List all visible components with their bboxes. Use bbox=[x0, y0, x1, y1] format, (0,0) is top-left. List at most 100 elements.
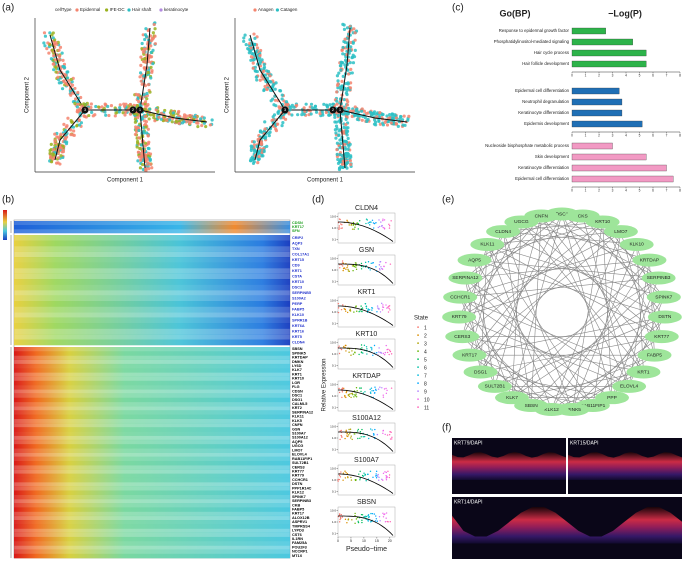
y-tick-label: 1.0 bbox=[332, 352, 337, 356]
cell-dot bbox=[344, 470, 346, 472]
cell-dot bbox=[359, 437, 361, 440]
cell-dot bbox=[154, 108, 158, 112]
cell-dot bbox=[382, 432, 384, 435]
cell-dot bbox=[340, 434, 342, 437]
cell-dot bbox=[340, 48, 344, 52]
cell-dot bbox=[265, 76, 269, 80]
cell-dot bbox=[373, 344, 376, 347]
heatmap-row bbox=[14, 414, 290, 420]
y-tick-label: 0.1 bbox=[332, 447, 337, 451]
edge bbox=[494, 277, 659, 387]
cell-dot bbox=[252, 32, 256, 36]
cell-dot bbox=[388, 474, 391, 476]
cell-dot bbox=[337, 302, 340, 305]
x-tick-label: 4 bbox=[625, 133, 627, 137]
cell-dot bbox=[341, 45, 345, 50]
cell-dot bbox=[140, 154, 145, 159]
go-term: Neutrophil degranulation bbox=[522, 99, 569, 104]
cell-dot bbox=[388, 353, 390, 356]
node-label: CCHCR1 bbox=[450, 294, 470, 300]
cell-dot bbox=[356, 114, 360, 118]
cell-dot bbox=[373, 513, 376, 515]
cell-dot bbox=[378, 225, 381, 228]
edge bbox=[469, 215, 583, 356]
cell-dot bbox=[339, 157, 343, 161]
cell-dot bbox=[349, 432, 351, 435]
cell-dot bbox=[251, 66, 255, 70]
cell-dot bbox=[165, 118, 169, 122]
network-node bbox=[626, 365, 661, 379]
trajectory-plot: 3 12 Component 1 Component 2 Anagen Catagen bbox=[225, 7, 415, 184]
cell-dot bbox=[341, 22, 345, 26]
cell-dot bbox=[273, 98, 278, 102]
heatmap-row bbox=[14, 229, 290, 234]
cell-dot bbox=[113, 114, 117, 118]
cell-dot bbox=[152, 22, 156, 27]
cell-dot bbox=[359, 477, 361, 479]
cell-dot bbox=[378, 308, 380, 310]
cell-dot bbox=[142, 119, 147, 123]
cell-dot bbox=[347, 106, 351, 111]
cell-dot bbox=[76, 110, 80, 114]
edge bbox=[480, 336, 662, 373]
cell-dot bbox=[357, 521, 360, 524]
gene-label: SBSN bbox=[292, 347, 303, 351]
cell-dot bbox=[168, 118, 172, 122]
cell-dot bbox=[257, 157, 261, 161]
cell-dot bbox=[141, 33, 145, 37]
cell-dot bbox=[106, 104, 110, 109]
y-tick-label: 10.0 bbox=[330, 424, 336, 428]
edge bbox=[494, 316, 665, 387]
cell-dot bbox=[333, 128, 337, 132]
edge bbox=[511, 259, 650, 398]
cell-dot bbox=[348, 351, 350, 353]
cell-dot bbox=[346, 266, 348, 269]
cell-dot bbox=[355, 393, 357, 395]
cell-dot bbox=[341, 260, 344, 262]
cell-dot bbox=[123, 113, 127, 117]
x-tick-label: 0 bbox=[571, 133, 573, 137]
cell-dot bbox=[353, 396, 355, 398]
cell-dot bbox=[372, 354, 374, 356]
gene-label: SERPINB5 bbox=[292, 291, 311, 295]
legend-swatch: • bbox=[417, 326, 419, 332]
cell-dot bbox=[383, 353, 386, 356]
cell-dot bbox=[357, 228, 360, 230]
cell-dot bbox=[249, 58, 253, 62]
edge bbox=[480, 221, 603, 373]
cell-dot bbox=[331, 102, 335, 106]
cell-dot bbox=[338, 227, 340, 229]
heatmap-row bbox=[14, 469, 290, 474]
cell-dot bbox=[347, 435, 349, 438]
y-tick-label: 0.1 bbox=[332, 279, 337, 283]
cell-dot bbox=[342, 269, 344, 272]
trend-curve bbox=[338, 389, 394, 410]
cell-dot bbox=[153, 27, 157, 31]
cell-dot bbox=[279, 116, 283, 120]
cell-dot bbox=[53, 132, 57, 136]
edge bbox=[551, 231, 622, 410]
cell-dot bbox=[64, 82, 68, 86]
edge bbox=[480, 213, 563, 373]
cell-dot bbox=[244, 43, 248, 47]
cell-dot bbox=[42, 31, 47, 35]
cell-dot bbox=[274, 127, 278, 131]
go-term: Nucleoside bisphosphate metabolic proces… bbox=[485, 143, 569, 148]
x-tick-label: 10 bbox=[362, 539, 366, 543]
cell-dot bbox=[388, 223, 390, 226]
gene-label: DSC1 bbox=[292, 394, 302, 398]
cell-dot bbox=[148, 107, 152, 111]
cell-dot bbox=[340, 79, 344, 83]
cell-dot bbox=[144, 35, 149, 39]
cell-dot bbox=[87, 113, 91, 118]
cell-dot bbox=[143, 100, 148, 104]
cell-dot bbox=[394, 116, 399, 120]
go-bar bbox=[571, 164, 667, 172]
legend-label: keratinocyte bbox=[164, 7, 189, 12]
branch-node-label: 3 bbox=[84, 107, 87, 112]
go-bar bbox=[571, 120, 643, 128]
cell-dot bbox=[73, 101, 77, 106]
cell-dot bbox=[313, 104, 318, 109]
heatmap-row bbox=[14, 427, 290, 432]
cell-dot bbox=[48, 155, 53, 160]
